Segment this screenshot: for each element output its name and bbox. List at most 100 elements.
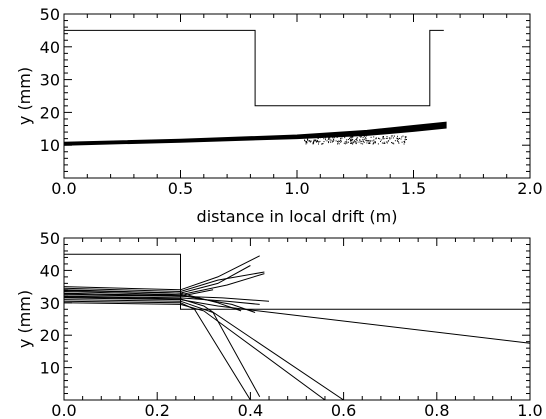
particle-dot — [350, 136, 351, 138]
particle-dot — [323, 141, 325, 143]
particle-dot — [383, 136, 384, 137]
trajectory-line — [64, 273, 265, 296]
particle-dot — [310, 140, 312, 142]
particle-dot — [370, 140, 372, 142]
particle-dot — [340, 140, 342, 142]
particle-dot — [343, 142, 345, 144]
particle-dot — [350, 139, 352, 141]
particle-dot — [404, 138, 406, 140]
particle-dot — [304, 140, 306, 142]
particle-dot — [332, 135, 333, 137]
trajectory-line — [64, 299, 261, 398]
particle-dot — [329, 139, 331, 141]
particle-dot — [339, 135, 341, 137]
particle-dot — [312, 136, 314, 138]
particle-dot — [330, 141, 331, 143]
aperture-line — [64, 253, 530, 310]
particle-dot — [325, 139, 326, 141]
particle-dot — [330, 139, 332, 141]
particle-dot — [316, 140, 318, 142]
particle-dot — [353, 141, 355, 143]
particle-dot — [305, 137, 307, 139]
particle-dot — [313, 140, 315, 142]
particle-dot — [355, 142, 357, 144]
particle-dot — [383, 141, 385, 143]
particle-dot — [402, 135, 404, 137]
particle-dot — [320, 137, 322, 139]
particle-dot — [393, 143, 395, 145]
particle-dot — [374, 142, 376, 144]
particle-dot — [340, 140, 342, 142]
particle-dot — [365, 137, 367, 139]
particle-dot — [312, 142, 314, 144]
top-x-ticks: 0.0 0.5 1.0 1.5 2.0 — [51, 14, 543, 198]
particle-dot — [346, 139, 348, 141]
x-tick-label: 0.8 — [424, 401, 449, 419]
particle-dot — [366, 140, 368, 142]
particle-dot — [368, 140, 370, 141]
particle-dot — [362, 143, 364, 145]
particle-dot — [390, 137, 392, 139]
x-tick-label: 0.5 — [168, 179, 193, 198]
particle-dot — [368, 142, 370, 144]
data-layer — [64, 29, 447, 146]
y-tick-label: 20 — [40, 103, 60, 122]
particle-dot — [397, 138, 399, 140]
particle-dot — [359, 139, 361, 141]
particle-dot — [358, 141, 360, 143]
particle-dot — [328, 136, 330, 138]
particle-dot — [384, 142, 386, 144]
particle-dot — [313, 141, 314, 143]
particle-dot — [319, 140, 321, 142]
particle-dot — [364, 138, 366, 140]
particle-dot — [344, 141, 346, 143]
particle-dot — [397, 140, 399, 142]
particle-dot — [400, 138, 402, 140]
particle-dot — [309, 141, 311, 143]
trajectory-line — [64, 296, 344, 400]
particle-dot — [386, 142, 388, 144]
particle-dot — [381, 142, 383, 144]
particle-dot — [346, 142, 348, 144]
particle-dot — [316, 136, 318, 138]
particle-dot — [361, 140, 363, 142]
particle-dot — [362, 139, 364, 141]
particle-dot — [304, 137, 306, 139]
particle-dot — [352, 135, 354, 137]
particle-dot — [309, 140, 311, 142]
particle-dot — [316, 141, 318, 143]
trajectory-line — [64, 271, 265, 293]
particle-dot — [315, 140, 317, 142]
particle-dot — [383, 138, 385, 140]
top-panel: 0.0 0.5 1.0 1.5 2.0 10 20 30 40 50 distance in l… — [15, 5, 543, 226]
particle-dot — [352, 142, 354, 144]
particle-dot — [321, 135, 323, 137]
particle-dot — [344, 143, 346, 145]
particle-dot — [313, 135, 315, 137]
particle-dot — [310, 137, 312, 139]
particle-dot — [346, 141, 348, 143]
particle-dot — [356, 139, 358, 141]
particle-dot — [307, 138, 309, 140]
bottom-y-ticks: 10 20 30 40 50 — [40, 229, 530, 401]
x-tick-label: 0.0 — [51, 179, 76, 198]
particle-dot — [329, 135, 331, 137]
particle-dot — [337, 142, 339, 144]
particle-dot — [333, 138, 334, 140]
particle-dot — [305, 142, 307, 144]
top-y-axis-title: y (mm) — [15, 67, 34, 125]
particle-dot — [352, 136, 354, 138]
particle-dot — [328, 142, 329, 144]
particle-dot — [386, 136, 388, 138]
bottom-y-axis-title: y (mm) — [15, 290, 34, 348]
trajectory-line — [64, 290, 242, 312]
particle-dot — [340, 138, 342, 140]
particle-dot — [332, 137, 334, 139]
particle-dot — [390, 135, 392, 137]
particle-dot — [336, 136, 337, 138]
particle-dot — [305, 143, 307, 145]
particle-dot — [359, 140, 361, 142]
particle-dot — [387, 140, 389, 142]
trajectory-line — [64, 294, 270, 302]
